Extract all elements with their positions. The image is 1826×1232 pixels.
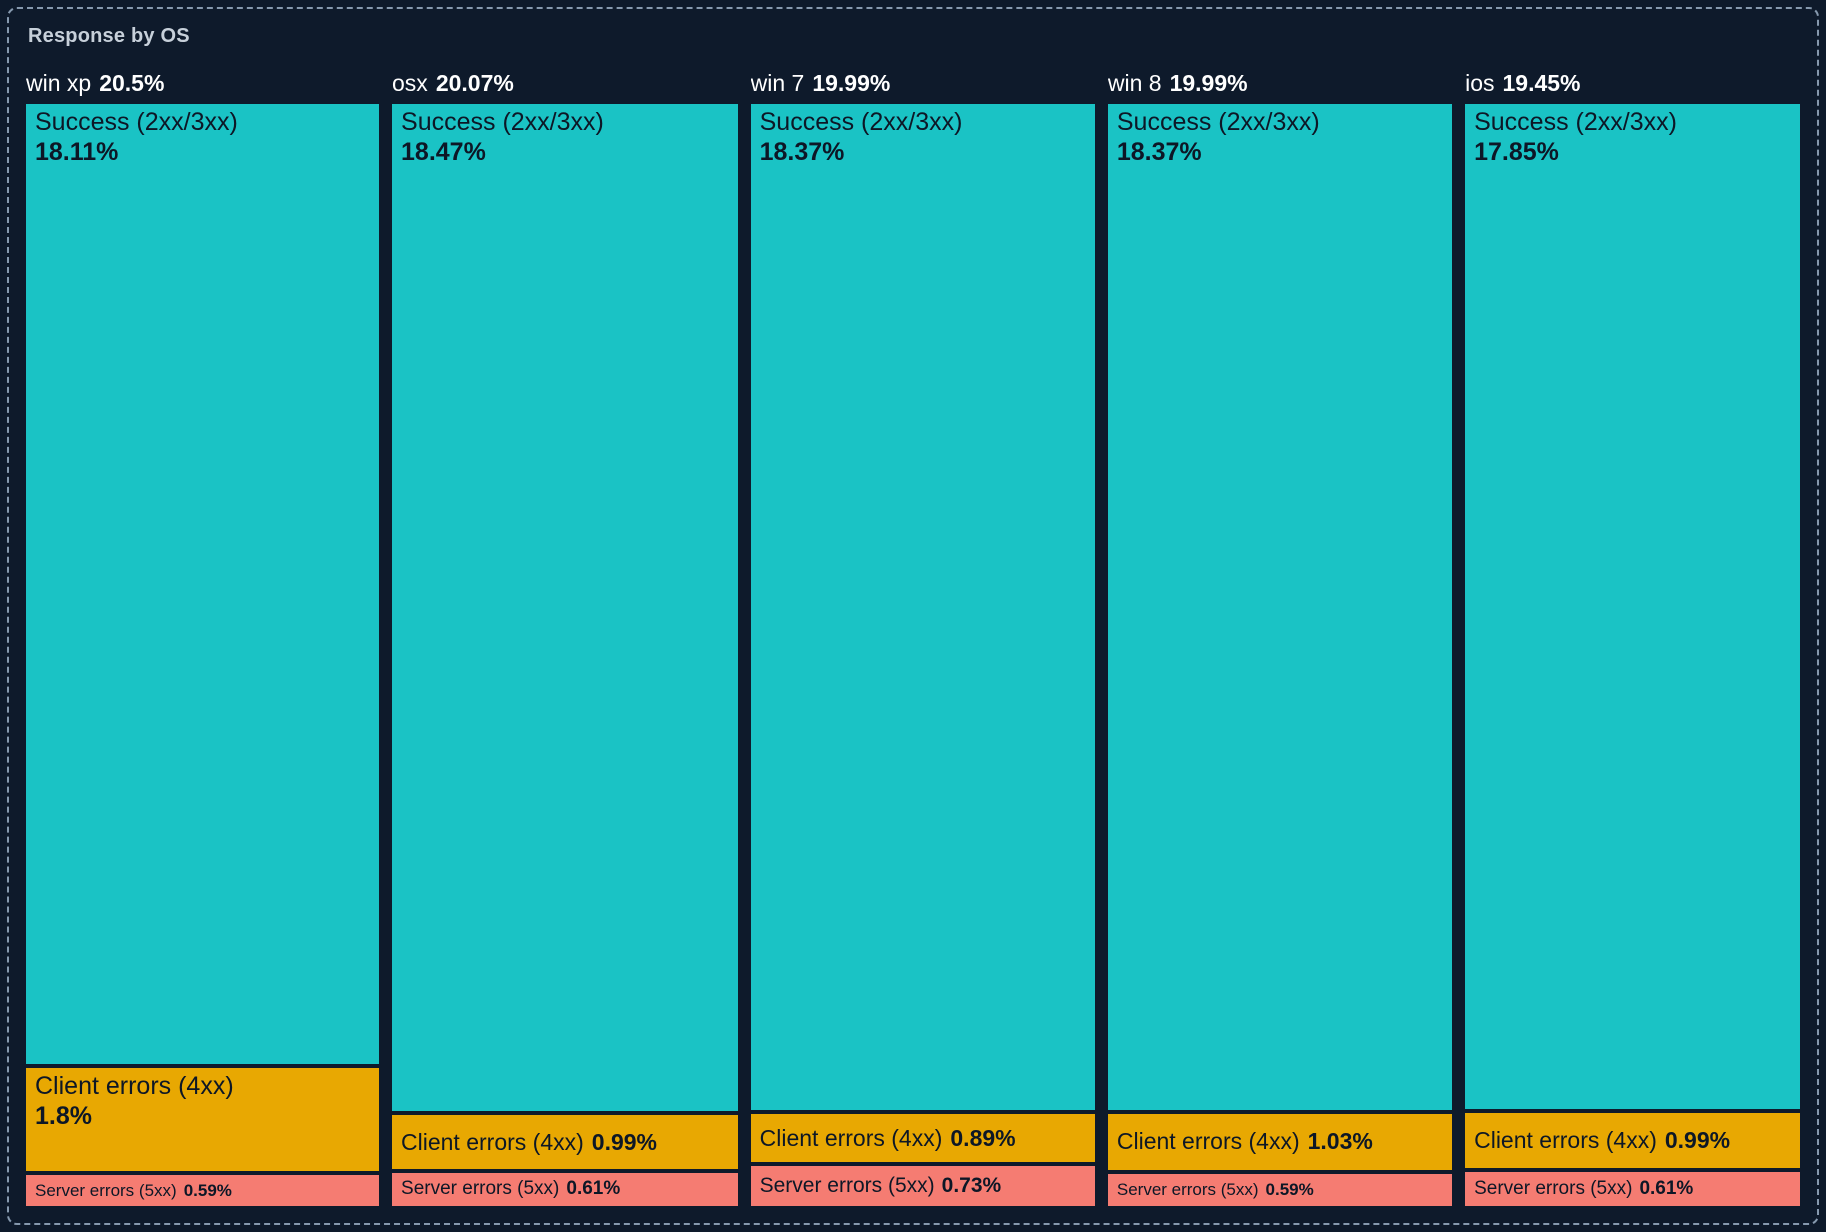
segment-client-errors-osx[interactable]: Client errors (4xx) 0.99%	[392, 1115, 738, 1169]
segment-value: 0.59%	[183, 1180, 232, 1200]
segment-value: 18.37%	[1116, 137, 1202, 166]
segment-success-win-7[interactable]: Success (2xx/3xx) 18.37%	[750, 104, 1095, 1110]
segment-success-win-xp[interactable]: Success (2xx/3xx) 18.11%	[26, 104, 380, 1065]
segment-label: Success (2xx/3xx)	[1116, 108, 1320, 136]
segment-client-errors-win-7[interactable]: Client errors (4xx) 0.89%	[750, 1113, 1095, 1163]
segment-label: Server errors (5xx)	[35, 1180, 177, 1200]
segment-value: 0.73%	[941, 1174, 1002, 1198]
segment-server-errors-win-7[interactable]: Server errors (5xx) 0.73%	[750, 1166, 1095, 1206]
segment-label: Client errors (4xx)	[759, 1124, 943, 1151]
os-total-value: 20.07%	[435, 70, 514, 96]
segment-stack: Success (2xx/3xx) 18.47% Client errors (4…	[392, 104, 738, 1206]
response-by-os-panel: Response by OS win xp 20.5% Success (2xx…	[7, 7, 1819, 1225]
segment-value: 18.11%	[35, 137, 119, 166]
os-name-label: win 7	[750, 70, 805, 96]
segment-value: 0.61%	[1639, 1177, 1694, 1199]
segment-label: Server errors (5xx)	[759, 1174, 935, 1198]
column-header-win-8: win 8 19.99%	[1108, 70, 1452, 104]
segment-label: Success (2xx/3xx)	[759, 108, 963, 136]
segment-value: 0.59%	[1265, 1179, 1314, 1199]
segment-label: Server errors (5xx)	[1116, 1179, 1259, 1199]
os-column-ios: ios 19.45% Success (2xx/3xx) 17.85% Clien…	[1465, 70, 1801, 1206]
segment-label: Server errors (5xx)	[1474, 1177, 1633, 1199]
os-column-win-xp: win xp 20.5% Success (2xx/3xx) 18.11% Cli…	[26, 70, 380, 1207]
segment-label: Success (2xx/3xx)	[401, 108, 604, 136]
segment-stack: Success (2xx/3xx) 18.37% Client errors (4…	[750, 104, 1095, 1206]
os-column-win-8: win 8 19.99% Success (2xx/3xx) 18.37% Cli…	[1107, 70, 1453, 1206]
segment-success-osx[interactable]: Success (2xx/3xx) 18.47%	[392, 104, 738, 1112]
segment-client-errors-ios[interactable]: Client errors (4xx) 0.99%	[1465, 1112, 1801, 1168]
segment-label: Success (2xx/3xx)	[35, 108, 238, 136]
os-column-win-7: win 7 19.99% Success (2xx/3xx) 18.37% Cli…	[750, 70, 1095, 1206]
segment-success-win-8[interactable]: Success (2xx/3xx) 18.37%	[1107, 104, 1453, 1110]
segment-value: 0.89%	[950, 1124, 1016, 1151]
segment-server-errors-win-8[interactable]: Server errors (5xx) 0.59%	[1107, 1173, 1453, 1206]
column-header-osx: osx 20.07%	[392, 70, 738, 104]
mosaic-chart: win xp 20.5% Success (2xx/3xx) 18.11% Cli…	[26, 70, 1801, 1207]
segment-server-errors-ios[interactable]: Server errors (5xx) 0.61%	[1465, 1171, 1801, 1206]
segment-label: Success (2xx/3xx)	[1474, 108, 1677, 136]
os-column-osx: osx 20.07% Success (2xx/3xx) 18.47% Clien…	[392, 70, 738, 1206]
segment-stack: Success (2xx/3xx) 17.85% Client errors (4…	[1465, 104, 1801, 1206]
segment-server-errors-osx[interactable]: Server errors (5xx) 0.61%	[392, 1172, 738, 1206]
column-header-win-7: win 7 19.99%	[751, 70, 1095, 104]
os-name-label: win 8	[1107, 70, 1162, 96]
segment-value: 0.61%	[566, 1178, 621, 1200]
segment-value: 1.03%	[1307, 1128, 1373, 1155]
os-total-value: 19.99%	[812, 70, 891, 96]
segment-label: Client errors (4xx)	[401, 1128, 584, 1155]
segment-client-errors-win-8[interactable]: Client errors (4xx) 1.03%	[1107, 1113, 1453, 1170]
panel-title: Response by OS	[28, 25, 190, 47]
segment-label: Server errors (5xx)	[401, 1178, 560, 1200]
segment-value: 0.99%	[1664, 1126, 1731, 1153]
segment-label: Client errors (4xx)	[35, 1072, 234, 1101]
segment-client-errors-win-xp[interactable]: Client errors (4xx) 1.8%	[26, 1068, 380, 1171]
os-name-label: ios	[1465, 70, 1495, 96]
segment-stack: Success (2xx/3xx) 18.37% Client errors (4…	[1107, 104, 1453, 1206]
os-total-value: 19.99%	[1169, 70, 1248, 96]
os-total-value: 19.45%	[1502, 70, 1581, 96]
segment-label: Client errors (4xx)	[1474, 1126, 1657, 1153]
segment-value: 1.8%	[35, 1101, 92, 1130]
os-name-label: win xp	[26, 70, 92, 96]
segment-value: 18.37%	[759, 137, 845, 166]
os-name-label: osx	[392, 70, 428, 96]
segment-server-errors-win-xp[interactable]: Server errors (5xx) 0.59%	[26, 1174, 380, 1207]
segment-value: 0.99%	[591, 1128, 657, 1155]
column-header-win-xp: win xp 20.5%	[26, 70, 379, 104]
os-total-value: 20.5%	[99, 70, 165, 96]
column-header-ios: ios 19.45%	[1465, 70, 1800, 104]
segment-value: 18.47%	[401, 137, 486, 166]
segment-label: Client errors (4xx)	[1116, 1128, 1300, 1155]
segment-success-ios[interactable]: Success (2xx/3xx) 17.85%	[1465, 104, 1801, 1109]
segment-value: 17.85%	[1474, 137, 1559, 166]
segment-stack: Success (2xx/3xx) 18.11% Client errors (4…	[26, 104, 380, 1207]
